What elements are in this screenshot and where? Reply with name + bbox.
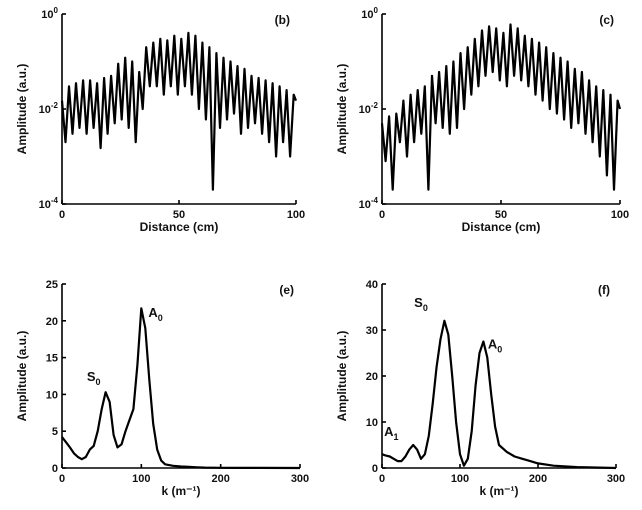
y-tick-base: 20: [46, 316, 58, 328]
y-axis-label: Amplitude (a.u.): [15, 64, 29, 155]
peak-annotation: A0: [148, 305, 162, 323]
y-tick-label: 10-4: [39, 196, 59, 211]
y-tick-base: 10: [39, 104, 51, 116]
series-line-0: [60, 31, 298, 191]
y-tick-base: 10: [41, 9, 53, 21]
y-tick-exponent: -2: [371, 101, 379, 110]
y-tick-label: 10: [366, 417, 378, 429]
y-tick-base: 10: [46, 389, 58, 401]
y-tick-base: 25: [46, 279, 58, 291]
annotation-subscript: 0: [96, 377, 101, 387]
x-tick-label: 100: [132, 473, 150, 485]
y-tick-exponent: -2: [51, 101, 59, 110]
x-axis-label: k (m⁻¹): [480, 484, 519, 498]
y-tick-label: 25: [46, 279, 58, 291]
annotation-subscript: 0: [158, 313, 163, 323]
peak-annotation: A0: [488, 336, 502, 354]
annotation-subscript: 0: [497, 344, 502, 354]
x-tick-label: 0: [59, 209, 65, 221]
y-tick-label: 15: [46, 353, 58, 365]
y-tick-base: 10: [359, 199, 371, 211]
x-tick-label: 300: [291, 473, 309, 485]
y-tick-exponent: -4: [371, 196, 379, 205]
annotation-subscript: 0: [423, 303, 428, 313]
y-tick-label: 100: [361, 6, 378, 21]
y-tick-label: 10: [46, 389, 58, 401]
y-tick-base: 10: [359, 104, 371, 116]
series-line-0: [381, 319, 617, 470]
series-line-0: [380, 23, 622, 191]
x-tick-label: 0: [379, 209, 385, 221]
panel-label: (e): [279, 283, 294, 297]
y-axis-label: Amplitude (a.u.): [335, 331, 349, 422]
peak-annotation: S0: [414, 295, 428, 313]
x-axis-label: Distance (cm): [462, 220, 541, 234]
y-tick-base: 10: [39, 199, 51, 211]
y-tick-base: 15: [46, 353, 58, 365]
x-tick-label: 50: [173, 209, 185, 221]
y-tick-label: 10-4: [359, 196, 379, 211]
y-tick-label: 10-2: [359, 101, 379, 116]
series-line-0: [61, 307, 301, 470]
y-tick-label: 10-2: [39, 101, 59, 116]
y-tick-label: 0: [52, 463, 58, 475]
annotation-letter: A: [488, 336, 498, 351]
x-tick-label: 0: [59, 473, 65, 485]
y-tick-label: 20: [366, 371, 378, 383]
annotation-letter: S: [87, 369, 96, 384]
annotation-letter: S: [414, 295, 423, 310]
x-tick-label: 200: [211, 473, 229, 485]
y-axis-label: Amplitude (a.u.): [335, 64, 349, 155]
y-tick-exponent: -4: [51, 196, 59, 205]
panel-label: (c): [599, 13, 614, 27]
y-tick-base: 0: [52, 463, 58, 475]
annotation-letter: A: [384, 424, 394, 439]
x-tick-label: 100: [451, 473, 469, 485]
annotation-subscript: 1: [394, 432, 399, 442]
x-tick-label: 0: [379, 473, 385, 485]
y-tick-base: 40: [366, 279, 378, 291]
y-tick-base: 10: [366, 417, 378, 429]
y-tick-label: 20: [46, 316, 58, 328]
annotation-letter: A: [148, 305, 158, 320]
y-tick-label: 100: [41, 6, 58, 21]
panel-label: (b): [275, 13, 290, 27]
peak-annotation: S0: [87, 369, 101, 387]
y-tick-exponent: 0: [54, 6, 59, 15]
y-tick-base: 5: [52, 426, 58, 438]
x-tick-label: 50: [495, 209, 507, 221]
y-tick-base: 10: [361, 9, 373, 21]
peak-annotation: A1: [384, 424, 398, 442]
y-tick-label: 5: [52, 426, 58, 438]
x-axis-label: Distance (cm): [140, 220, 219, 234]
y-tick-label: 0: [372, 463, 378, 475]
panel-label: (f): [598, 283, 610, 297]
y-axis-label: Amplitude (a.u.): [15, 331, 29, 422]
y-tick-base: 20: [366, 371, 378, 383]
x-tick-label: 100: [611, 209, 629, 221]
y-tick-base: 0: [372, 463, 378, 475]
x-tick-label: 300: [607, 473, 625, 485]
y-tick-exponent: 0: [374, 6, 379, 15]
y-tick-label: 40: [366, 279, 378, 291]
chart-panel-e: 0 100 200 300 0 5 10 15 20 25 k (m⁻¹) Amplitude (a.…: [15, 279, 309, 498]
y-tick-label: 30: [366, 325, 378, 337]
x-tick-label: 100: [287, 209, 305, 221]
x-axis-label: k (m⁻¹): [162, 484, 201, 498]
y-tick-base: 30: [366, 325, 378, 337]
x-tick-label: 200: [529, 473, 547, 485]
